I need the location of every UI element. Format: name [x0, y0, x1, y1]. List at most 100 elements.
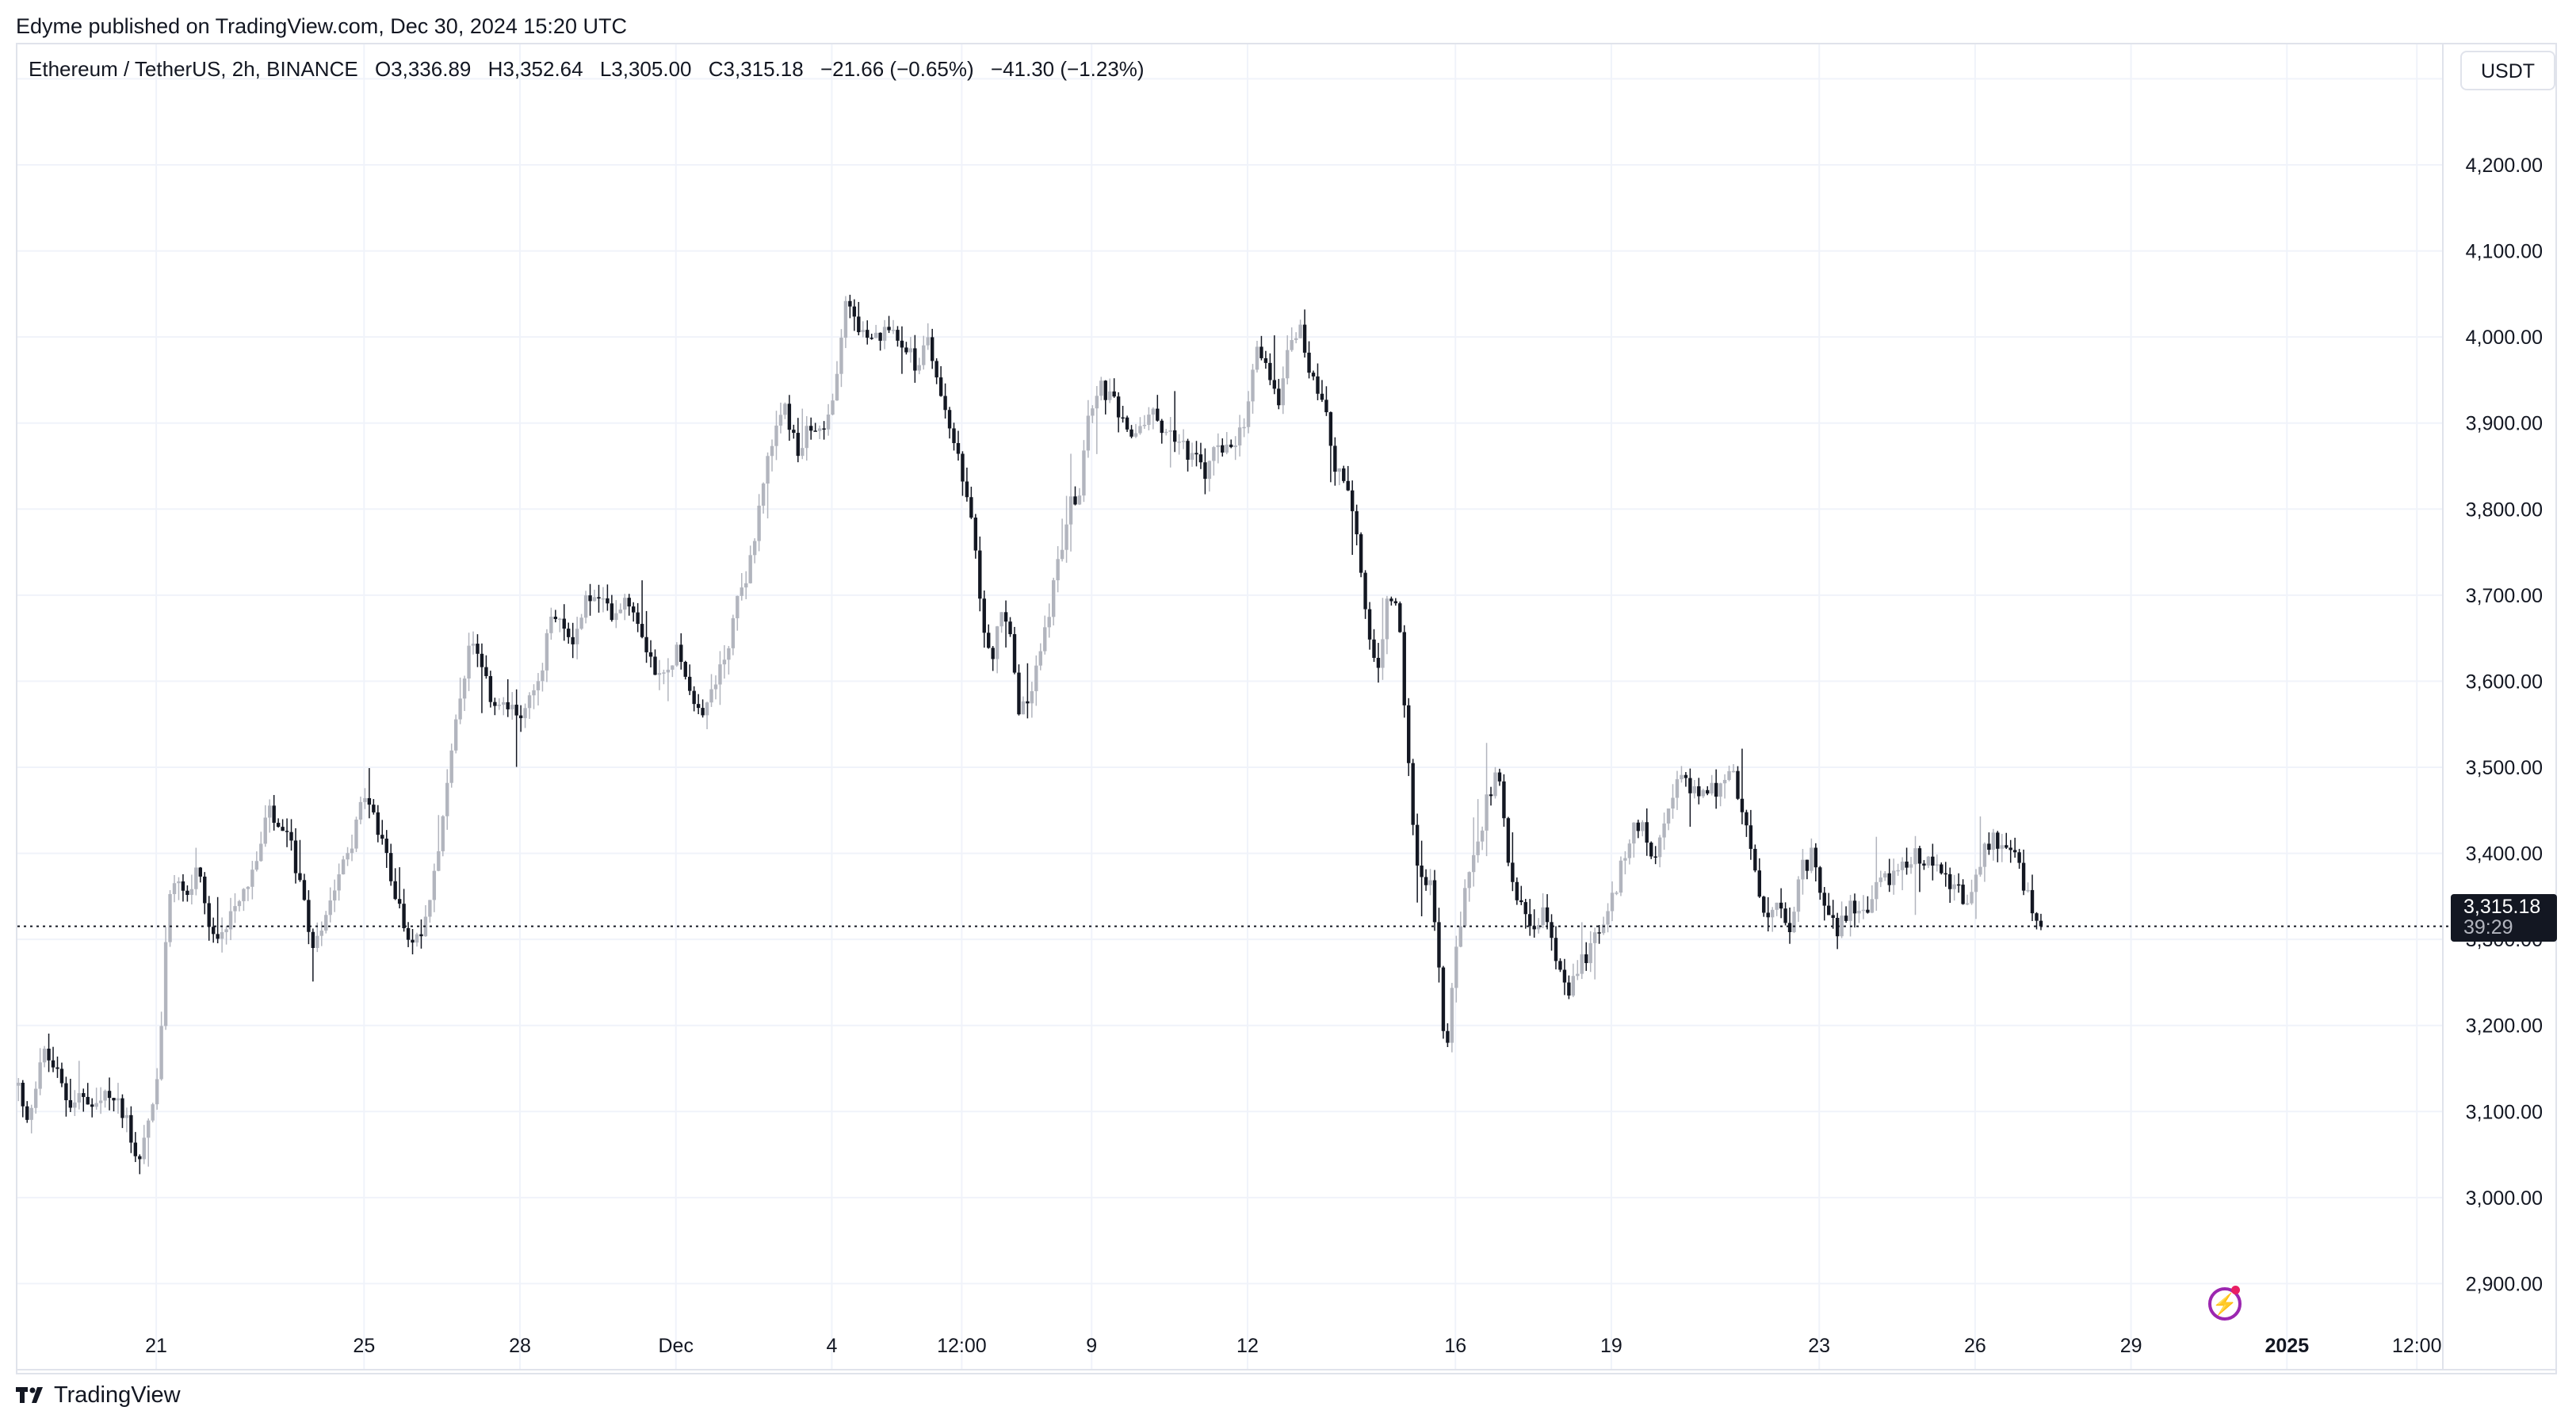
- candle-body: [1991, 832, 1996, 851]
- candle-body: [549, 617, 553, 633]
- candle-body: [705, 702, 709, 716]
- candle-body: [1181, 441, 1186, 442]
- candle-body: [33, 1088, 38, 1108]
- candle-body: [1550, 922, 1554, 938]
- candle-body: [938, 377, 943, 396]
- candle-body: [449, 750, 453, 783]
- candle-body: [1467, 872, 1471, 889]
- candle-body: [2005, 845, 2008, 848]
- candle-body: [1333, 445, 1337, 472]
- candle-body: [588, 595, 592, 602]
- candle-body: [1783, 908, 1787, 923]
- candle-body: [1753, 848, 1757, 871]
- candle-body: [1402, 632, 1406, 705]
- candle-body: [1168, 430, 1172, 432]
- candle-body: [82, 1093, 86, 1097]
- candle-body: [1125, 417, 1129, 430]
- candle-body: [740, 587, 743, 596]
- candle-body: [1606, 911, 1610, 925]
- candle-body: [1506, 818, 1511, 863]
- candle-body: [614, 613, 618, 621]
- candle-body: [358, 801, 363, 820]
- candle-body: [458, 698, 462, 720]
- candle-body: [709, 689, 713, 703]
- candle-body: [835, 373, 839, 401]
- candle-body: [47, 1048, 51, 1061]
- candle-body: [376, 812, 380, 835]
- candle-body: [532, 690, 536, 696]
- candle-body: [644, 636, 648, 652]
- candle-body: [372, 805, 376, 812]
- time-axis[interactable]: 21 25 28 Dec 4 12:00 9 12 16 19 23 26 29 2025 12:00: [145, 1335, 2441, 1357]
- candle-body: [774, 425, 778, 446]
- candle-body: [389, 853, 393, 881]
- candle-body: [1536, 925, 1541, 930]
- candle-body: [1086, 415, 1091, 451]
- candle-body: [1688, 778, 1692, 793]
- candle-body: [428, 900, 432, 917]
- candle-body: [1653, 856, 1657, 858]
- candle-body: [567, 629, 571, 637]
- candle-body: [736, 595, 740, 618]
- candle-body: [1762, 896, 1766, 913]
- lightning-icon[interactable]: ⚡: [2208, 1287, 2242, 1321]
- candle-body: [831, 400, 835, 415]
- candle-body: [2021, 862, 2026, 891]
- candle-body: [1407, 705, 1411, 763]
- currency-button[interactable]: USDT: [2460, 51, 2555, 90]
- candle-body: [1186, 441, 1190, 460]
- candle-body: [1311, 373, 1316, 377]
- candle-body: [1649, 843, 1653, 857]
- candle-body: [930, 337, 934, 361]
- candle-body: [1801, 859, 1805, 880]
- candle-body: [307, 900, 311, 932]
- candle-body: [1554, 938, 1558, 961]
- candle-body: [172, 883, 177, 894]
- candle-body: [1757, 870, 1761, 897]
- candle-body: [1363, 572, 1367, 610]
- candle-body: [1913, 848, 1917, 865]
- candle-body: [861, 330, 865, 333]
- candle-body: [1857, 911, 1861, 914]
- candle-body: [1003, 612, 1008, 622]
- candle-body: [1294, 338, 1298, 341]
- candle-body: [1047, 617, 1051, 628]
- candle-body: [246, 886, 250, 889]
- candle-body: [1706, 789, 1710, 794]
- chart-frame[interactable]: [16, 43, 2557, 1374]
- symbol-name[interactable]: Ethereum / TetherUS, 2h, BINANCE: [29, 57, 358, 81]
- candle-body: [467, 645, 471, 679]
- candle-body: [1497, 772, 1502, 782]
- candle-body: [1198, 454, 1203, 463]
- candle-body: [1281, 378, 1285, 406]
- candle-body: [1866, 909, 1870, 913]
- candle-body: [1229, 444, 1233, 448]
- candle-body: [324, 915, 328, 931]
- candle-body: [917, 365, 922, 371]
- candle-body: [1307, 352, 1311, 373]
- candle-body: [2026, 889, 2030, 892]
- candle-body: [662, 672, 666, 674]
- candle-body: [2008, 847, 2012, 851]
- x-tick-label: 2025: [2265, 1335, 2309, 1357]
- candle-body: [493, 701, 497, 706]
- candle-body: [29, 1107, 33, 1120]
- candle-body: [263, 817, 267, 844]
- candle-body: [1844, 916, 1848, 921]
- candle-body: [1328, 412, 1333, 446]
- candle-body: [1580, 954, 1584, 974]
- price-axis[interactable]: 2,900.003,000.003,100.003,200.003,300.00…: [2466, 68, 2543, 1295]
- candle-body: [1194, 453, 1198, 455]
- candle-body: [636, 612, 640, 625]
- candle-body: [1160, 420, 1164, 434]
- brand-footer[interactable]: TradingView: [16, 1382, 181, 1409]
- high-value: H3,352.64: [487, 57, 583, 81]
- candle-body: [1796, 879, 1801, 912]
- candle-body: [1437, 922, 1441, 968]
- candle-body: [1480, 830, 1485, 842]
- candle-body: [1956, 884, 1961, 886]
- candle-body: [969, 497, 973, 518]
- candle-body: [1432, 880, 1437, 923]
